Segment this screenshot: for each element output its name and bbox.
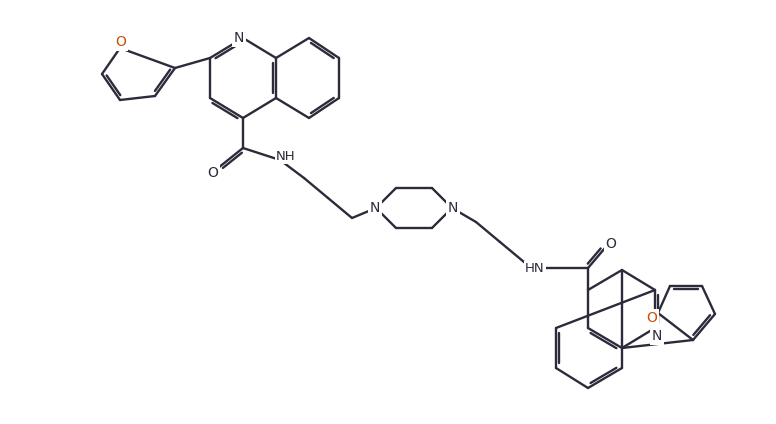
Text: O: O — [646, 311, 657, 325]
Text: N: N — [652, 329, 662, 343]
Text: N: N — [234, 31, 244, 45]
Text: NH: NH — [276, 150, 296, 162]
Text: N: N — [448, 201, 458, 215]
Text: O: O — [116, 35, 126, 49]
Text: N: N — [370, 201, 380, 215]
Text: O: O — [207, 166, 218, 180]
Text: O: O — [605, 237, 616, 251]
Text: HN: HN — [525, 262, 545, 276]
